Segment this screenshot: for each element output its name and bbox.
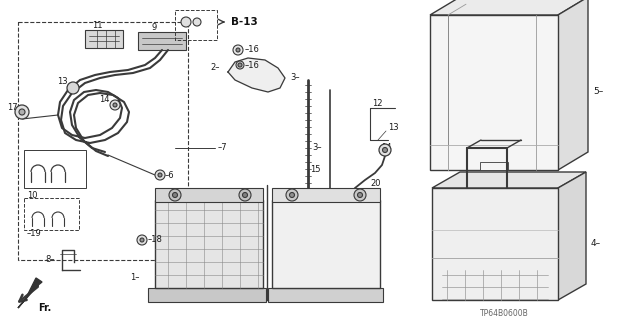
Circle shape <box>140 238 144 242</box>
Circle shape <box>354 189 366 201</box>
Circle shape <box>137 235 147 245</box>
Bar <box>138 32 186 50</box>
Circle shape <box>173 193 177 197</box>
Bar <box>155 188 263 202</box>
Bar <box>18 22 188 260</box>
Circle shape <box>113 103 117 107</box>
Circle shape <box>236 61 244 69</box>
Circle shape <box>233 45 243 55</box>
Circle shape <box>286 189 298 201</box>
Polygon shape <box>558 172 586 300</box>
Bar <box>155 200 263 288</box>
Circle shape <box>15 105 29 119</box>
Text: 1–: 1– <box>131 274 140 283</box>
Bar <box>430 15 558 170</box>
Text: 11: 11 <box>92 21 102 30</box>
Text: 9: 9 <box>152 22 157 31</box>
Bar <box>272 188 380 202</box>
Circle shape <box>67 82 79 94</box>
Circle shape <box>358 193 362 197</box>
Bar <box>24 150 86 188</box>
Bar <box>175 10 217 40</box>
Text: 5–: 5– <box>593 87 604 97</box>
Text: 8–: 8– <box>45 255 55 265</box>
Text: 4–: 4– <box>591 239 601 249</box>
Text: 17: 17 <box>8 103 18 113</box>
Text: 15: 15 <box>310 165 321 174</box>
Circle shape <box>379 144 391 156</box>
Text: 2–: 2– <box>211 63 220 73</box>
Text: –6: –6 <box>165 171 175 180</box>
Bar <box>24 198 79 230</box>
Circle shape <box>236 48 240 52</box>
Text: –16: –16 <box>245 45 260 54</box>
Bar <box>480 162 508 170</box>
Text: –18: –18 <box>148 236 163 244</box>
Circle shape <box>243 193 248 197</box>
Circle shape <box>181 17 191 27</box>
Text: –16: –16 <box>245 60 260 69</box>
Text: TP64B0600B: TP64B0600B <box>480 308 529 317</box>
Text: –7: –7 <box>218 143 228 153</box>
Text: Fr.: Fr. <box>38 303 51 313</box>
Text: 14: 14 <box>99 95 110 105</box>
Text: –19: –19 <box>27 229 42 238</box>
Text: 12: 12 <box>372 99 383 108</box>
Bar <box>432 188 558 300</box>
Polygon shape <box>558 0 588 170</box>
Text: 13: 13 <box>58 77 68 86</box>
Text: 13: 13 <box>388 124 399 132</box>
Circle shape <box>239 189 251 201</box>
Text: 10: 10 <box>27 191 38 201</box>
Bar <box>85 30 123 48</box>
Circle shape <box>289 193 294 197</box>
Circle shape <box>158 173 162 177</box>
Text: 14: 14 <box>381 143 392 153</box>
Circle shape <box>169 189 181 201</box>
Circle shape <box>238 63 242 67</box>
Circle shape <box>19 109 25 115</box>
Circle shape <box>110 100 120 110</box>
Circle shape <box>383 148 387 153</box>
Text: 20: 20 <box>370 179 381 188</box>
Text: B-13: B-13 <box>231 17 258 27</box>
Bar <box>268 288 383 302</box>
Text: 3–: 3– <box>312 143 322 153</box>
Bar <box>148 288 266 302</box>
Polygon shape <box>430 0 588 15</box>
Polygon shape <box>432 172 586 188</box>
Circle shape <box>193 18 201 26</box>
Circle shape <box>155 170 165 180</box>
Text: 3–: 3– <box>291 74 300 83</box>
Bar <box>272 200 380 288</box>
Polygon shape <box>18 278 42 308</box>
Polygon shape <box>228 58 285 92</box>
